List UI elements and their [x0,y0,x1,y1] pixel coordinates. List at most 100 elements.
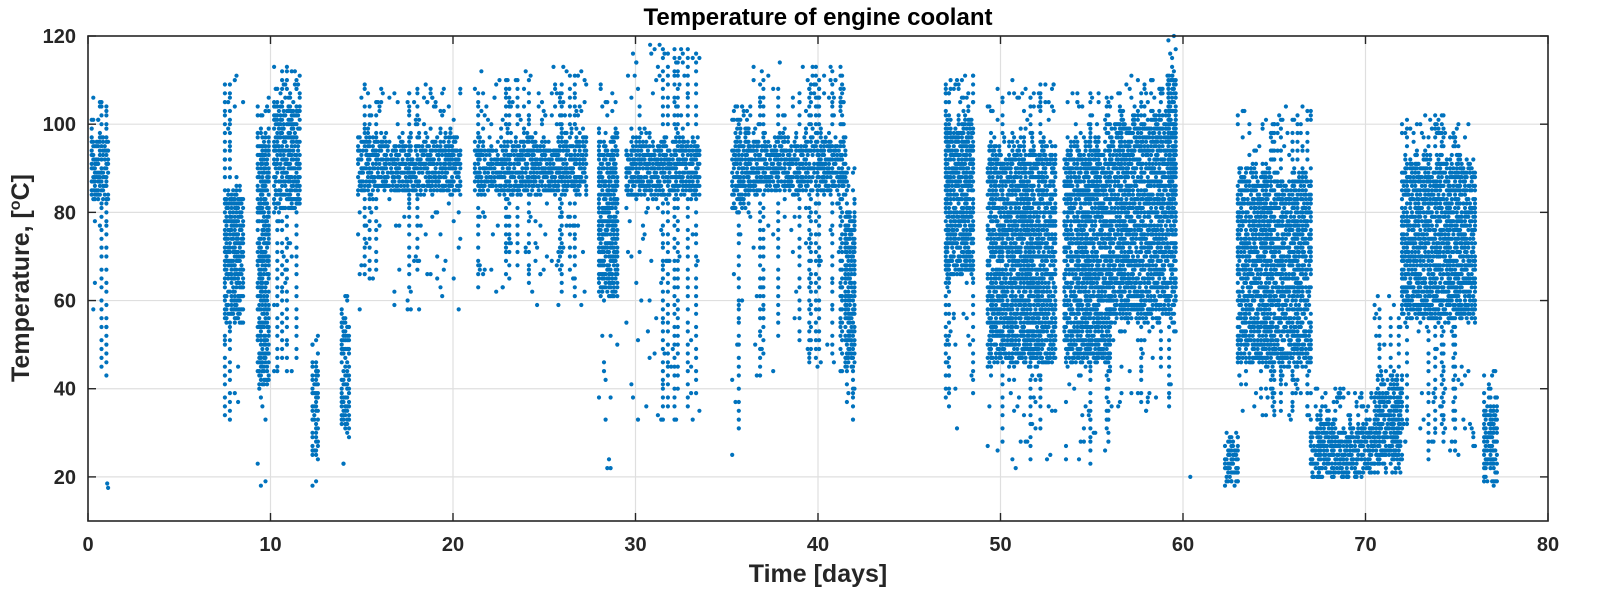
data-point [415,267,420,272]
data-point [372,175,377,180]
data-point [838,236,843,241]
data-point [407,201,412,206]
data-point [613,205,618,211]
data-point [807,227,812,233]
data-point [346,399,352,405]
data-point [370,144,375,149]
data-point [346,386,352,391]
data-point [224,232,229,237]
data-point [559,104,564,109]
data-point [379,175,384,180]
data-point [730,170,735,175]
data-point [345,298,350,303]
data-point [694,170,699,175]
data-point [665,219,671,224]
data-point [606,210,612,215]
data-point [231,258,236,263]
data-point [654,316,659,321]
data-point [96,197,101,202]
data-point [675,333,680,338]
data-point [567,214,573,219]
data-point [266,272,271,277]
data-point [513,148,518,153]
data-point [280,298,285,303]
data-point [567,86,573,91]
data-point [265,188,270,193]
data-point [365,175,371,180]
data-point [629,152,634,158]
data-point [266,192,271,197]
data-point [758,373,763,378]
data-point [407,192,412,197]
data-point [104,108,109,114]
data-point [294,355,299,360]
data-point [222,311,227,316]
data-point [362,183,367,188]
data-point [275,369,280,374]
data-point [297,188,302,193]
data-point [314,377,319,382]
data-point [227,232,232,237]
data-point [613,188,618,193]
data-point [685,139,690,144]
data-point [97,130,102,136]
data-point [771,369,776,374]
data-point [229,294,234,299]
data-point [374,219,379,224]
data-point [283,192,288,197]
data-point [266,210,271,215]
data-point [841,100,846,105]
data-point [797,197,802,202]
data-point [312,417,317,422]
data-point [492,95,497,100]
data-point [808,346,814,352]
data-point [362,122,367,127]
data-point [776,285,781,290]
data-point [512,175,517,180]
data-point [291,126,296,131]
data-point [852,311,857,316]
data-point [830,254,835,259]
data-point [258,342,263,347]
data-point [672,355,677,360]
data-point [387,183,392,188]
data-point [846,166,851,171]
data-point [736,316,741,321]
data-point [852,267,857,272]
data-point [531,152,536,158]
data-point [559,241,564,246]
data-point [379,130,384,136]
data-point [761,294,766,299]
data-point [787,188,792,193]
data-point [840,320,845,325]
data-point [852,227,857,233]
data-point [943,152,948,158]
data-point [284,355,289,360]
data-point [266,179,271,184]
data-point [222,175,227,180]
data-point [667,179,672,184]
data-point [528,192,533,197]
data-point [660,122,666,127]
data-point [441,108,446,114]
data-point [92,219,97,224]
data-point [951,157,956,162]
data-point [507,157,512,162]
data-point [224,214,229,219]
data-point [841,144,846,149]
data-point [280,117,285,122]
data-point [822,91,827,96]
data-point [395,170,400,175]
data-point [945,285,950,290]
data-point [374,113,379,118]
data-point [817,263,822,268]
data-point [767,183,773,188]
data-point [584,192,589,197]
data-point [518,192,523,197]
data-point [99,214,104,219]
data-point [507,166,512,171]
data-point [567,122,573,127]
data-point [559,232,564,237]
data-point [615,267,620,272]
data-point [260,276,265,281]
